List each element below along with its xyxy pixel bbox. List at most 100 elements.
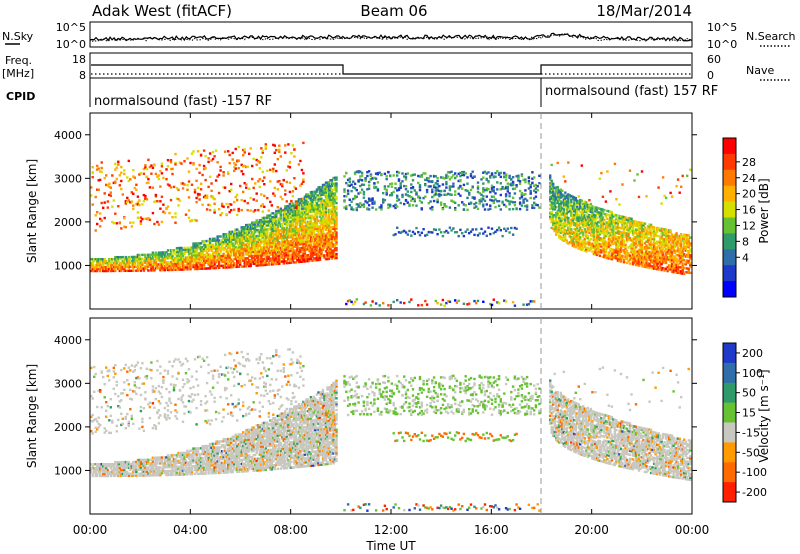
data-cell <box>574 204 577 208</box>
data-cell <box>309 193 313 196</box>
data-cell <box>583 241 586 245</box>
data-cell <box>639 250 642 254</box>
data-cell <box>594 216 597 219</box>
data-cell <box>300 260 304 263</box>
data-cell <box>574 222 577 225</box>
data-cell <box>308 230 311 233</box>
data-cell <box>654 257 657 261</box>
data-cell <box>567 207 570 210</box>
data-cell <box>565 239 568 242</box>
data-cell <box>406 172 409 175</box>
data-cell <box>610 218 614 222</box>
data-cell <box>264 253 267 257</box>
data-cell <box>329 218 332 221</box>
data-cell <box>588 241 591 244</box>
data-cell <box>278 242 281 246</box>
data-cell <box>222 205 225 208</box>
data-cell <box>103 265 106 269</box>
data-cell <box>302 258 305 261</box>
data-cell <box>275 235 278 238</box>
data-cell <box>97 263 100 267</box>
freq-ytick-left-bottom: 8 <box>79 69 86 82</box>
data-cell <box>586 240 589 244</box>
data-cell <box>270 245 273 248</box>
data-cell <box>294 221 298 225</box>
data-cell <box>202 164 206 168</box>
data-cell <box>133 186 136 190</box>
data-cell <box>576 227 579 230</box>
data-cell <box>606 229 609 232</box>
data-cell <box>627 234 630 237</box>
data-cell <box>189 260 192 263</box>
data-cell <box>397 187 401 190</box>
data-cell <box>296 204 299 207</box>
data-cell <box>315 202 319 205</box>
data-cell <box>284 260 287 263</box>
data-cell <box>153 255 156 258</box>
data-cell <box>332 208 335 211</box>
data-cell <box>600 243 603 246</box>
data-cell <box>636 224 639 228</box>
data-cell <box>261 260 264 263</box>
freq-ytick-right-bottom: 0 <box>707 69 714 82</box>
data-cell <box>251 245 254 248</box>
data-cell <box>432 175 436 178</box>
data-cell <box>320 187 323 191</box>
data-cell <box>604 215 608 218</box>
data-cell <box>293 229 296 233</box>
data-cell <box>315 245 319 248</box>
data-cell <box>309 198 313 202</box>
data-cell <box>284 205 287 208</box>
data-cell <box>184 258 188 261</box>
data-cell <box>606 209 609 213</box>
data-cell <box>321 228 325 232</box>
data-cell <box>154 172 158 176</box>
data-cell <box>230 203 233 206</box>
data-cell <box>275 243 278 246</box>
data-cell <box>439 203 443 206</box>
data-cell <box>601 218 605 221</box>
data-cell <box>610 222 614 226</box>
data-cell <box>324 181 328 184</box>
data-cell <box>646 256 650 259</box>
data-cell <box>577 247 580 250</box>
data-cell <box>210 243 213 246</box>
data-cell <box>589 224 593 227</box>
data-cell <box>237 238 240 241</box>
data-cell <box>228 234 231 238</box>
data-cell <box>294 237 298 240</box>
data-cell <box>595 216 599 219</box>
data-cell <box>278 217 281 220</box>
data-cell <box>425 178 429 182</box>
data-cell <box>264 240 267 243</box>
data-cell <box>109 265 112 269</box>
data-cell <box>227 266 230 269</box>
data-cell <box>255 260 258 263</box>
data-cell <box>165 207 168 211</box>
data-cell <box>201 240 204 243</box>
data-cell <box>335 252 338 256</box>
data-cell <box>159 185 162 188</box>
data-cell <box>132 263 135 267</box>
data-cell <box>290 216 293 219</box>
data-cell <box>570 202 573 206</box>
data-cell <box>348 177 351 180</box>
data-cell <box>239 243 242 247</box>
data-cell <box>329 232 332 235</box>
data-cell <box>129 257 132 261</box>
data-cell <box>228 250 231 253</box>
data-cell <box>622 223 626 227</box>
data-cell <box>239 184 242 188</box>
data-cell <box>124 257 127 261</box>
data-cell <box>583 228 586 231</box>
data-cell <box>216 251 219 254</box>
data-cell <box>555 198 558 201</box>
data-cell <box>106 265 109 269</box>
data-cell <box>302 238 305 242</box>
data-cell <box>439 201 443 204</box>
data-cell <box>510 182 513 185</box>
data-cell <box>612 229 615 232</box>
data-cell <box>335 201 338 205</box>
data-cell <box>296 259 299 262</box>
data-cell <box>168 257 171 260</box>
